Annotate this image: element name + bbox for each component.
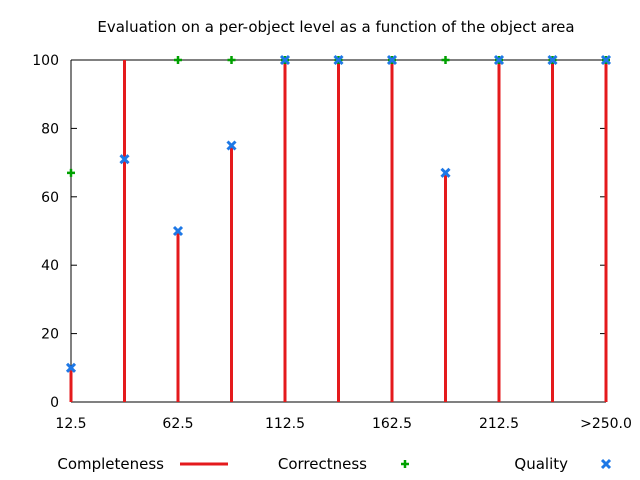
quality-point: [333, 54, 344, 66]
y-tick-label: 40: [41, 258, 59, 274]
y-tick-label: 0: [50, 395, 59, 411]
y-tick-label: 100: [32, 53, 59, 69]
legend-cross-swatch: [600, 458, 612, 470]
x-tick-label: 62.5: [162, 416, 193, 432]
x-tick-label: 212.5: [479, 416, 519, 432]
correctness-point: [441, 56, 450, 64]
quality-point: [279, 54, 291, 66]
x-tick-label: 112.5: [265, 416, 305, 432]
y-tick-label: 60: [41, 190, 59, 206]
quality-point: [493, 54, 505, 66]
legend-label: Completeness: [57, 455, 164, 473]
x-tick-label: >250.0: [580, 416, 632, 432]
quality-point: [65, 362, 77, 373]
correctness-point: [227, 56, 236, 64]
y-tick-label: 20: [41, 327, 59, 343]
legend-correctness: Correctness: [278, 455, 409, 473]
x-tick-label: 12.5: [55, 416, 86, 432]
correctness-point: [67, 168, 75, 177]
y-tick-label: 80: [41, 121, 59, 137]
legend-plus-swatch: [401, 460, 409, 468]
chart-title: Evaluation on a per-object level as a fu…: [97, 18, 574, 36]
axis-ticks: 0 20 40 60 80 100 12.5 62.5 112.5 162.5 212.5 >250.…: [32, 53, 632, 432]
chart-marks: [65, 54, 612, 402]
legend-completeness: Completeness: [57, 455, 228, 473]
quality-point: [172, 225, 184, 237]
x-tick-label: 162.5: [372, 416, 412, 432]
quality-point: [547, 54, 558, 66]
legend-quality: Quality: [514, 455, 612, 473]
correctness-point: [174, 56, 182, 64]
legend-label: Quality: [514, 455, 568, 473]
quality-point: [440, 167, 451, 178]
legend: Completeness Correctness Quality: [57, 455, 612, 473]
quality-point: [226, 140, 237, 151]
legend-label: Correctness: [278, 455, 367, 473]
quality-point: [600, 54, 612, 66]
quality-point: [386, 54, 398, 66]
quality-point: [119, 154, 130, 165]
